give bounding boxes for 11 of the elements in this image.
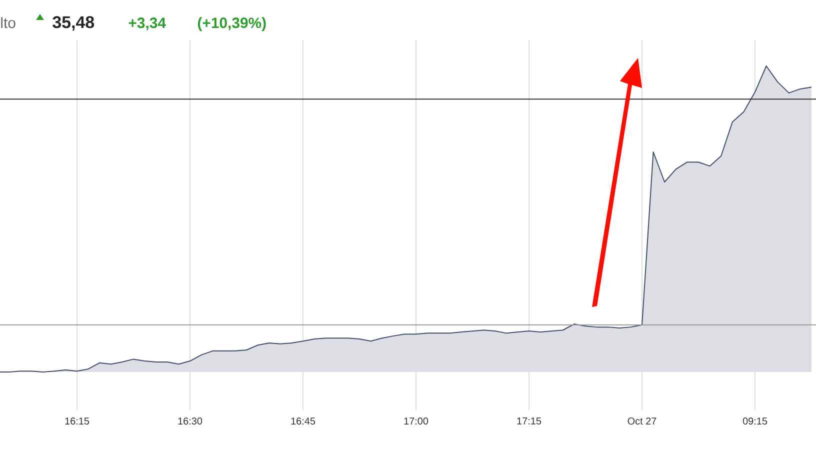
x-tick-label: Oct 27 [628, 418, 656, 425]
x-tick-label: 17:15 [517, 418, 542, 424]
x-tick-label: 16:15 [65, 418, 90, 425]
text: (+10,39%) [198, 17, 266, 32]
x-tick-label: 09:15 [742, 418, 768, 425]
text: +3,34 [128, 18, 166, 30]
text: 35,48 [52, 16, 94, 31]
chart-title: lto [1, 17, 16, 28]
x-tick-label: 16:45 [291, 418, 316, 425]
x-tick-label: 16:30 [178, 418, 202, 425]
x-tick-label: 17:00 [404, 418, 428, 425]
